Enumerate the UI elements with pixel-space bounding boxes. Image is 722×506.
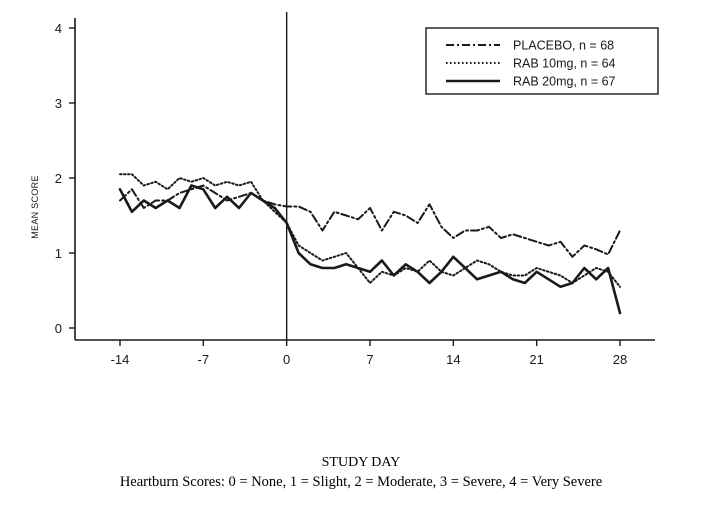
y-tick-label: 1 bbox=[55, 246, 62, 261]
x-axis-label: STUDY DAY bbox=[321, 455, 401, 470]
legend-label-2: RAB 10mg, n = 64 bbox=[513, 57, 616, 71]
y-axis-label: MEAN SCORE bbox=[30, 175, 40, 239]
y-tick-label: 4 bbox=[55, 21, 62, 36]
line-chart: 0 1 2 3 4 -14 -7 0 7 14 21 28 PLACEBO, n = 68 RAB 10… bbox=[30, 12, 659, 367]
legend: PLACEBO, n = 68 RAB 10mg, n = 64 RAB 20mg,… bbox=[425, 27, 659, 95]
x-tick-label: 7 bbox=[366, 352, 373, 367]
x-tick-label: 21 bbox=[529, 352, 543, 367]
plot-area: 0 1 2 3 4 -14 -7 0 7 14 21 28 bbox=[55, 12, 655, 367]
series-line-2 bbox=[119, 173, 621, 288]
y-tick-label: 2 bbox=[55, 171, 62, 186]
legend-label-1: PLACEBO, n = 68 bbox=[513, 39, 614, 53]
legend-box bbox=[425, 27, 659, 95]
x-tick-label: 14 bbox=[446, 352, 460, 367]
x-tick-label: -7 bbox=[198, 352, 210, 367]
series-line-3 bbox=[118, 184, 622, 315]
legend-label-3: RAB 20mg, n = 67 bbox=[513, 75, 616, 89]
x-tick-label: 0 bbox=[283, 352, 290, 367]
x-tick-label: 28 bbox=[613, 352, 627, 367]
y-tick-label: 3 bbox=[55, 96, 62, 111]
y-tick-label: 0 bbox=[55, 321, 62, 336]
series-line-1 bbox=[119, 184, 621, 258]
footnote: Heartburn Scores: 0 = None, 1 = Slight, … bbox=[119, 474, 603, 490]
series-lines bbox=[118, 173, 622, 315]
x-tick-label: -14 bbox=[111, 352, 130, 367]
